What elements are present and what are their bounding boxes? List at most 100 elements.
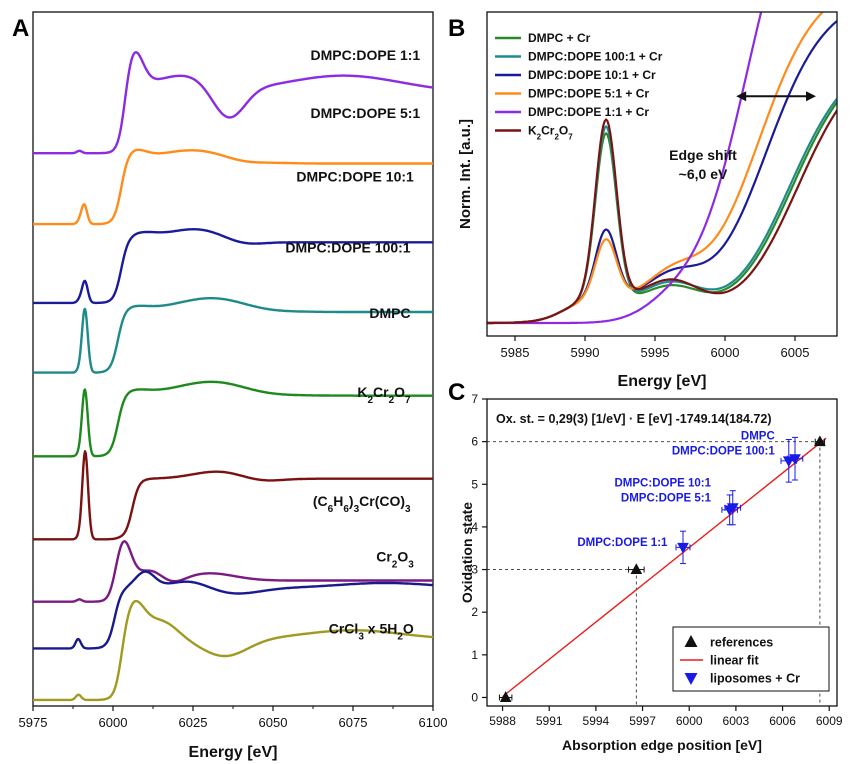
- panel-b-frame: [486, 11, 838, 337]
- panel-a-label-k2cr2o7-part: K: [357, 384, 367, 400]
- panel-b-letter: B: [448, 15, 465, 42]
- panel-a-label-c6h6-3cr-co-3-part: (C: [313, 493, 328, 509]
- panel-b-arrow-head-right: [806, 91, 816, 102]
- panel-b-xtick-label: 5995: [641, 345, 670, 360]
- panel-b-xtick-label: 5985: [501, 345, 530, 360]
- panel-a-label-k2cr2o7-part: 2: [367, 394, 373, 405]
- panel-a-label-dmpc-part: DMPC: [369, 305, 410, 321]
- panel-a-label-dmpc-dope-10-1: DMPC:DOPE 10:1: [296, 169, 414, 185]
- panel-a-label-c6h6-3cr-co-3-part: 3: [405, 503, 411, 514]
- panel-c-ytick-label: 5: [471, 477, 478, 491]
- panel-a-label-c6h6-3cr-co-3: (C6H6)3Cr(CO)3: [313, 493, 411, 515]
- panel-a-label-c6h6-3cr-co-3-part: 6: [343, 503, 349, 514]
- panel-c-y-axis-label: Oxidation state: [459, 502, 475, 603]
- panel-c-xtick-label: 5988: [489, 714, 516, 728]
- panel-c-xtick-label: 5991: [536, 714, 563, 728]
- panel-a-label-cr2o3-part: O: [397, 549, 408, 565]
- panel-c-legend-label-references: references: [710, 636, 773, 650]
- panel-a-series-cr2o3: [32, 570, 434, 650]
- panel-b-legend-label-dmpc-dope-5-1-cr-part: DMPC:DOPE 5:1 + Cr: [528, 87, 649, 101]
- panel-a-label-c6h6-3cr-co-3-part: 3: [354, 503, 360, 514]
- panel-c-ytick-label: 4: [471, 520, 478, 534]
- panel-c-point-liposomes-cr: [677, 542, 689, 554]
- panel-a-xtick-label: 5975: [19, 715, 48, 730]
- panel-c-xtick-label: 6006: [769, 714, 796, 728]
- panel-a-label-dmpc-dope-1-1-part: DMPC:DOPE 1:1: [311, 47, 421, 63]
- panel-b-legend-label-dmpc-dope-5-1-cr: DMPC:DOPE 5:1 + Cr: [528, 87, 649, 101]
- panel-c-xtick-label: 6000: [676, 714, 703, 728]
- panel-a-label-dmpc-dope-10-1-part: DMPC:DOPE 10:1: [296, 169, 414, 185]
- panel-b-legend-label-dmpc-dope-10-1-cr-part: DMPC:DOPE 10:1 + Cr: [528, 68, 656, 82]
- panel-a-label-cr2o3: Cr2O3: [376, 549, 414, 571]
- panel-a-series-dmpc-dope-100-1: [32, 297, 434, 374]
- panel-b-xtick-label: 6005: [781, 345, 810, 360]
- panel-c: C 5988 5991 5994 5997 6000 6003 6006 6009012345…: [448, 379, 843, 753]
- panel-b-legend-label-dmpc-dope-1-1-cr-part: DMPC:DOPE 1:1 + Cr: [528, 105, 649, 119]
- panel-a-series-crcl3-x-5h2o: [32, 599, 434, 702]
- panel-a-label-c6h6-3cr-co-3-part: 6: [328, 503, 334, 514]
- panel-b-legend-label-dmpc-cr-part: DMPC + Cr: [528, 31, 591, 45]
- panel-c-legend-swatch: [684, 635, 698, 647]
- panel-b-legend-label-k2cr2o7-part: 2: [537, 132, 542, 141]
- panel-c-ytick-label: 3: [471, 563, 478, 577]
- panel-c-point-label: DMPC:DOPE 10:1: [615, 477, 712, 489]
- panel-b-legend-label-k2cr2o7-part: 2: [554, 132, 559, 141]
- panel-c-ytick-label: 6: [471, 435, 478, 449]
- panel-c-axes: 5988 5991 5994 5997 6000 6003 6006 6009 0 1 2 3 4 5 6 7…: [459, 392, 843, 753]
- panel-a-xtick-label: 6075: [339, 715, 368, 730]
- panel-a-label-k2cr2o7-part: O: [394, 384, 405, 400]
- panel-a-label-dmpc-dope-1-1: DMPC:DOPE 1:1: [311, 47, 421, 63]
- panel-b-legend-label-dmpc-dope-10-1-cr: DMPC:DOPE 10:1 + Cr: [528, 68, 656, 82]
- panel-b-legend-label-dmpc-dope-1-1-cr: DMPC:DOPE 1:1 + Cr: [528, 105, 649, 119]
- panel-c-point-references: [814, 435, 826, 447]
- panel-c-point-label: DMPC:DOPE 5:1: [621, 492, 712, 504]
- panel-a-label-cr2o3-part: Cr: [376, 549, 392, 565]
- panel-b-annotation-text: ~6,0 eV: [679, 166, 728, 182]
- panel-a-x-axis-label: Energy [eV]: [189, 744, 278, 761]
- panel-b-legend: DMPC + Cr DMPC:DOPE 100:1 + Cr DMPC:DOPE 1…: [495, 31, 663, 141]
- panel-c-point-label: DMPC:DOPE 100:1: [672, 446, 775, 458]
- panel-c-point-liposomes-cr: [723, 505, 736, 517]
- panel-a-axes: 5975 6000 6025 6050 6075 6100 Energy [eV] DMPC:…: [19, 11, 447, 761]
- panel-a-label-crcl3-x-5h2o-part: CrCl: [329, 620, 359, 636]
- panel-c-point-liposomes-cr: [789, 454, 801, 465]
- panel-b-series-dmpc-dope-1-1-cr: [487, 12, 763, 325]
- panel-a-series-dmpc: [32, 380, 434, 458]
- panel-c-ytick-label: 2: [471, 605, 478, 619]
- panel-a-label-dmpc: DMPC: [369, 305, 410, 321]
- panel-b-legend-label-dmpc-dope-100-1-cr-part: DMPC:DOPE 100:1 + Cr: [528, 50, 663, 64]
- panel-c-legend-swatch: [684, 673, 698, 685]
- panel-c-xtick-label: 5997: [629, 714, 656, 728]
- panel-b-legend-label-dmpc-cr: DMPC + Cr: [528, 31, 591, 45]
- panel-c-legend-box: [672, 626, 830, 692]
- panel-c-x-axis-label: Absorption edge position [eV]: [562, 737, 762, 753]
- panel-a-series-dmpc-dope-5-1: [32, 148, 434, 226]
- panel-c-xtick-label: 6009: [816, 714, 843, 728]
- panel-b-annotation-text: Edge shift: [669, 147, 737, 163]
- panel-c-legend-label-liposomes-cr: liposomes + Cr: [710, 672, 800, 686]
- panel-a-label-k2cr2o7-part: 2: [389, 394, 395, 405]
- panel-c-ytick-label: 7: [471, 392, 478, 406]
- panel-a-xtick-label: 6050: [259, 715, 288, 730]
- panel-c-xtick-label: 5994: [583, 714, 610, 728]
- panel-b-legend-label-k2cr2o7-part: 7: [568, 132, 573, 141]
- panel-b-y-axis-label: Norm. Int. [a.u.]: [457, 119, 474, 229]
- panel-c-xtick-label: 6003: [723, 714, 750, 728]
- panel-a-label-k2cr2o7: K2Cr2O7: [357, 384, 411, 406]
- panel-a: A 5975 6000 6025 6050 6075 6100 Energy [eV] DMP…: [12, 11, 447, 761]
- panel-b-legend-label-k2cr2o7-part: O: [559, 124, 568, 138]
- panel-a-label-c6h6-3cr-co-3-part: ): [349, 493, 354, 509]
- panel-a-series-dmpc-dope-10-1: [32, 227, 434, 305]
- panel-a-label-c6h6-3cr-co-3-part: H: [333, 493, 343, 509]
- panel-a-xtick-label: 6000: [99, 715, 128, 730]
- panel-b-x-axis-label: Energy [eV]: [618, 373, 707, 390]
- panel-a-series-c6h6-3cr-co-3: [32, 540, 434, 603]
- panel-c-point-references: [630, 563, 643, 575]
- panel-a-label-dmpc-dope-100-1-part: DMPC:DOPE 100:1: [285, 240, 410, 256]
- panel-b-xtick-label: 6000: [711, 345, 740, 360]
- panel-a-label-crcl3-x-5h2o-part: 3: [358, 631, 364, 642]
- panel-c-point-references: [499, 691, 512, 702]
- panel-b-legend-label-dmpc-dope-100-1-cr: DMPC:DOPE 100:1 + Cr: [528, 50, 663, 64]
- panel-b: B 5985 5990 5995 6000 6005 Energy [eV] Norm. I…: [448, 11, 838, 390]
- panel-a-label-crcl3-x-5h2o: CrCl3 x 5H2O: [329, 620, 414, 642]
